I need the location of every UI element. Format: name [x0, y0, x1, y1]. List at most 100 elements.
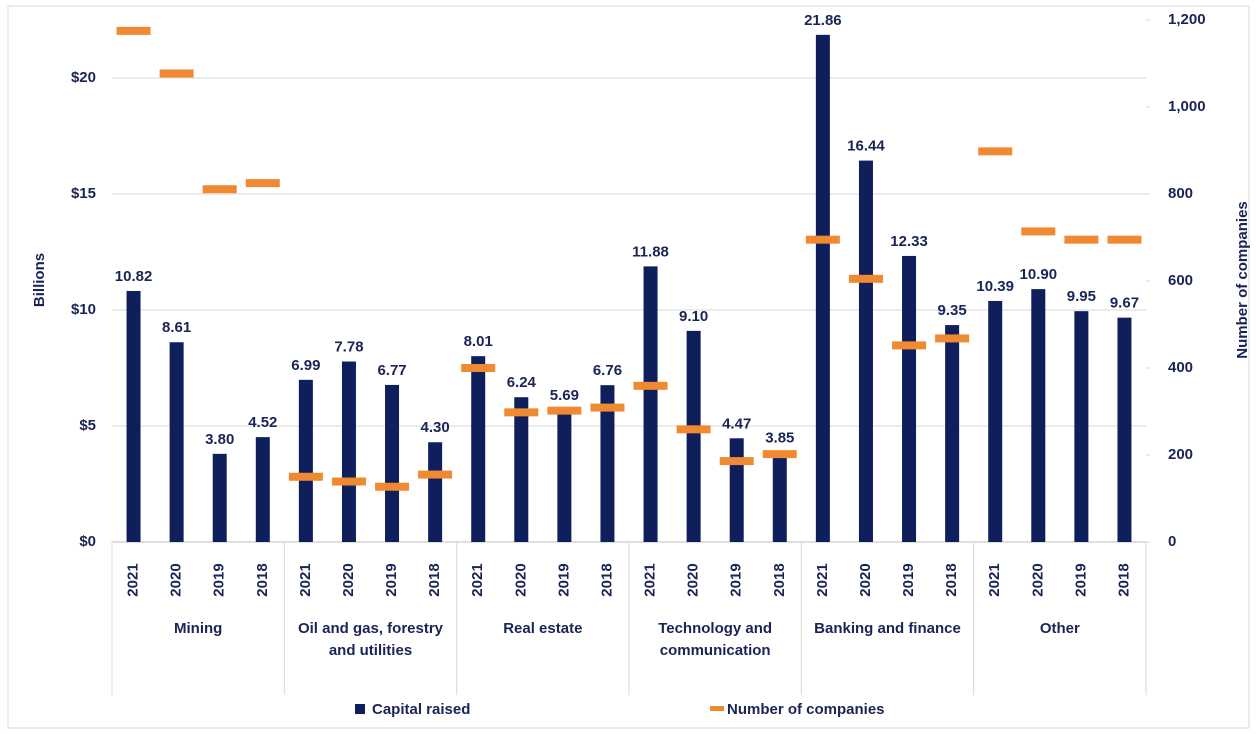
x-tick-label: 2020: [1029, 563, 1046, 596]
x-tick-label: 2021: [642, 563, 659, 596]
x-tick-label: 2019: [383, 563, 400, 596]
x-tick-label: 2019: [555, 563, 572, 596]
group-label: Technology and communication: [658, 620, 773, 659]
group-label: Other: [1039, 620, 1080, 637]
y-tick-label: $20: [71, 69, 96, 86]
dash-marker: [633, 381, 668, 390]
bar: [212, 453, 227, 542]
dash-marker: [719, 457, 754, 466]
x-tick-label: 2021: [125, 563, 142, 596]
x-tick-label: 2021: [986, 563, 1003, 596]
dash-marker: [245, 179, 280, 188]
bar: [169, 342, 184, 542]
dash-marker: [375, 482, 410, 491]
y2-tick-label: 200: [1168, 446, 1193, 463]
x-tick-label: 2019: [1072, 563, 1089, 596]
data-label: 6.76: [593, 362, 622, 379]
group-label: Banking and finance: [814, 620, 961, 637]
data-label: 8.61: [162, 319, 191, 336]
y-tick-label: $10: [71, 301, 96, 318]
bar: [385, 384, 400, 542]
data-label: 4.52: [248, 414, 277, 431]
bar: [858, 160, 873, 543]
group-label-text: Banking and finance: [814, 620, 961, 637]
bar: [126, 290, 141, 542]
x-tick-label: 2018: [771, 563, 788, 596]
legend-swatch: [710, 706, 724, 711]
data-label: 5.69: [550, 387, 579, 404]
data-label: 6.24: [507, 374, 537, 391]
bar: [341, 361, 356, 542]
y2-tick-label: 600: [1168, 272, 1193, 289]
dash-marker: [1064, 235, 1099, 244]
bar: [1031, 289, 1046, 542]
dash-marker: [418, 470, 453, 479]
x-tick-label: 2019: [900, 563, 917, 596]
group-label: Real estate: [503, 620, 583, 637]
data-label: 10.39: [976, 278, 1014, 295]
legend-label: Number of companies: [727, 701, 885, 718]
dash-marker: [202, 185, 237, 194]
y2-axis-title: Number of companies: [1234, 201, 1251, 359]
data-label: 12.33: [890, 233, 928, 250]
data-label: 11.88: [632, 243, 669, 260]
data-label: 21.86: [804, 12, 842, 29]
x-tick-label: 2020: [512, 563, 529, 596]
dash-marker: [547, 406, 582, 415]
bar: [557, 409, 572, 542]
dash-marker: [504, 408, 539, 417]
x-tick-label: 2018: [1115, 563, 1132, 596]
group-label-text: Other: [1039, 620, 1080, 637]
dash-marker: [116, 26, 151, 35]
dash-marker: [159, 69, 194, 78]
x-tick-label: 2019: [728, 563, 745, 596]
dash-marker: [848, 274, 883, 283]
y-tick-label: $0: [79, 533, 96, 550]
data-label: 6.99: [291, 357, 320, 374]
data-label: 4.47: [722, 415, 751, 432]
data-label: 7.78: [334, 338, 363, 355]
dash-marker: [892, 341, 927, 350]
group-label-text: Oil and gas, forestry and utilities: [297, 620, 444, 659]
bar: [514, 397, 529, 542]
group-label-text: Real estate: [503, 620, 583, 637]
x-tick-label: 2019: [211, 563, 228, 596]
data-label: 9.35: [938, 302, 967, 319]
bar: [1074, 311, 1089, 542]
y2-tick-label: 400: [1168, 359, 1193, 376]
bar: [902, 255, 917, 542]
bar: [988, 300, 1003, 542]
y2-tick-label: 1,000: [1168, 98, 1206, 115]
x-tick-label: 2021: [297, 563, 314, 596]
bar: [729, 438, 744, 542]
data-label: 8.01: [464, 333, 493, 350]
y2-tick-label: 1,200: [1168, 11, 1206, 28]
bar: [643, 266, 658, 542]
bar: [1117, 317, 1132, 542]
bar: [255, 437, 270, 542]
dash-marker: [935, 334, 970, 343]
group-label-text: Mining: [174, 620, 223, 637]
x-tick-label: 2018: [426, 563, 443, 596]
y-axis-title: Billions: [31, 253, 48, 307]
group-label: Oil and gas, forestry and utilities: [297, 620, 444, 659]
data-label: 10.82: [115, 268, 153, 285]
bar: [686, 330, 701, 542]
dash-marker: [805, 235, 840, 244]
data-label: 9.95: [1067, 288, 1096, 305]
dash-marker: [331, 477, 366, 486]
group-label-text: Technology and communication: [658, 620, 773, 659]
x-tick-label: 2020: [685, 563, 702, 596]
bar: [600, 385, 615, 542]
data-label: 9.67: [1110, 295, 1139, 312]
bar: [428, 442, 443, 542]
dash-marker: [1021, 227, 1056, 236]
x-tick-label: 2021: [469, 563, 486, 596]
data-label: 10.90: [1020, 266, 1058, 283]
x-tick-label: 2021: [814, 563, 831, 596]
dash-marker: [1107, 235, 1142, 244]
x-tick-label: 2018: [598, 563, 615, 596]
group-label: Mining: [174, 620, 223, 637]
legend-swatch: [355, 704, 365, 714]
x-tick-label: 2020: [340, 563, 357, 596]
